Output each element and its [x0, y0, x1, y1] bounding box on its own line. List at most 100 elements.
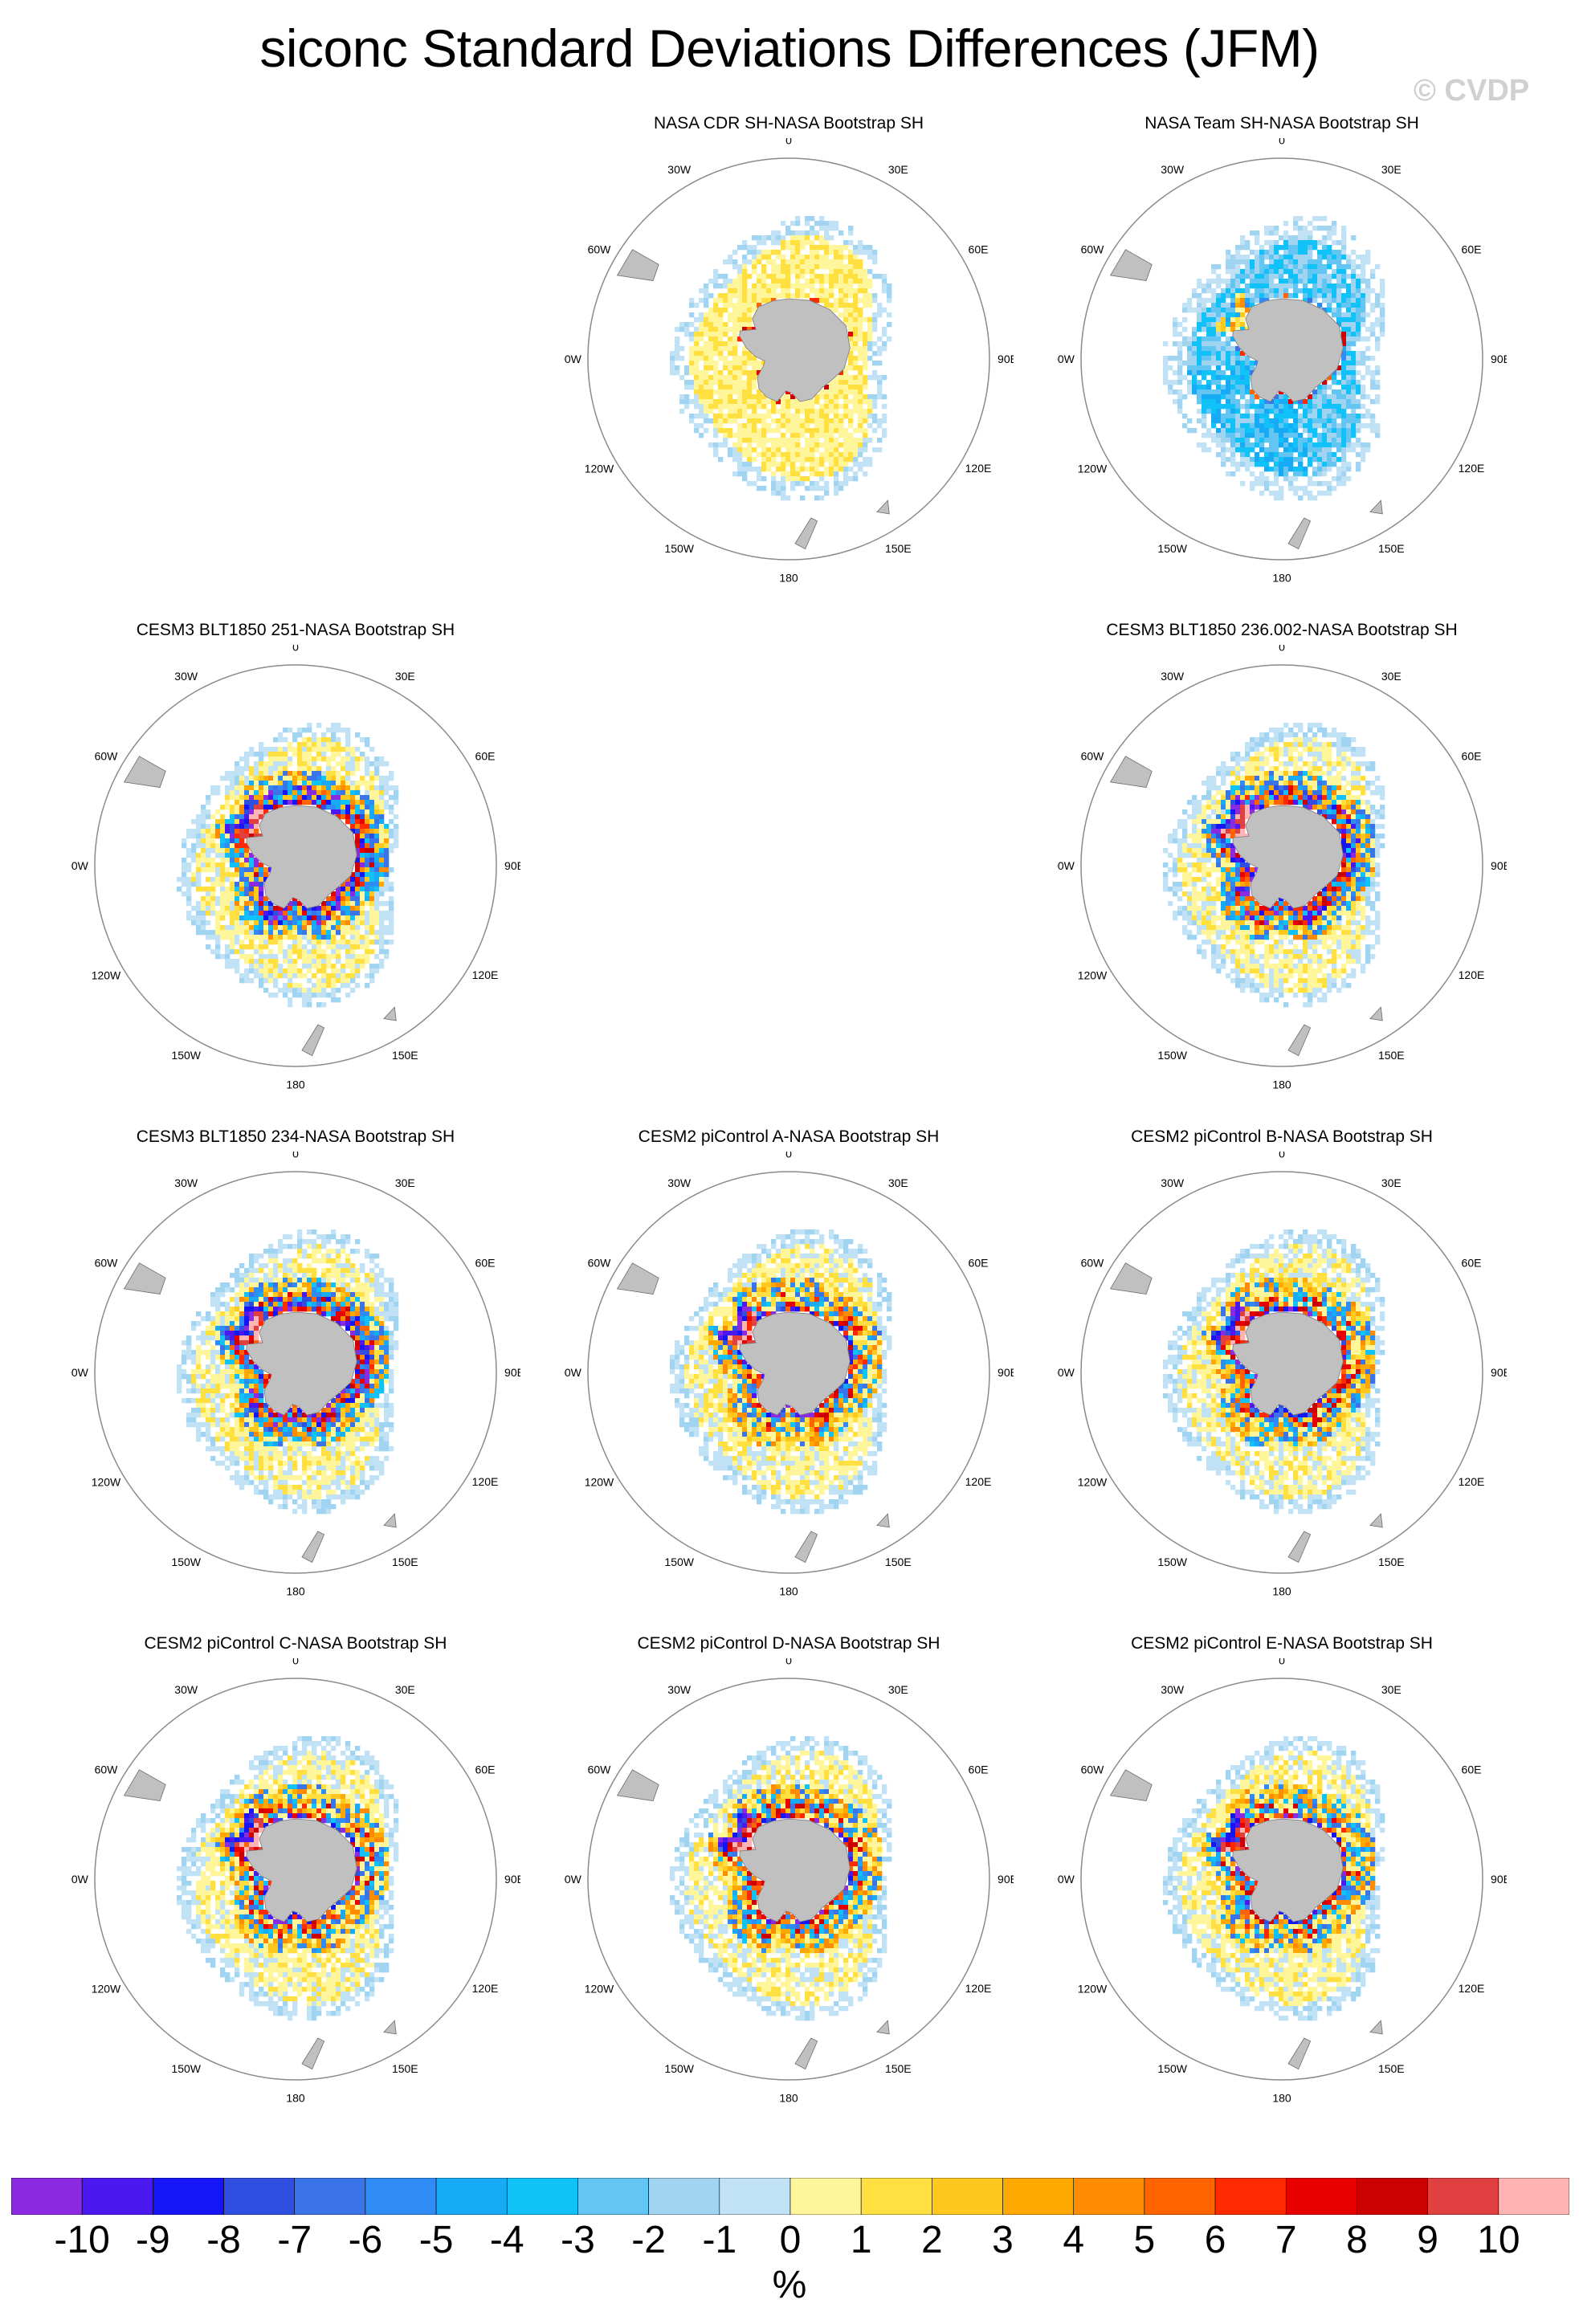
antarctica-landmass [246, 1311, 357, 1416]
panel-title: CESM2 piControl E-NASA Bootstrap SH [1131, 1634, 1433, 1653]
longitude-label: 150W [1157, 542, 1187, 555]
longitude-label: 30W [1161, 163, 1185, 176]
colorbar-tick-label: 5 [1133, 2219, 1156, 2261]
longitude-label: 90W [71, 1873, 89, 1886]
longitude-label: 30W [667, 163, 692, 176]
south-america-landmass [1109, 1769, 1153, 1801]
longitude-label: 60E [969, 1257, 989, 1270]
panel-team: NASA Team SH-NASA Bootstrap SH 0 30E 60E 90E… [1057, 114, 1507, 596]
map-boundary [94, 1171, 497, 1574]
longitude-label: 180 [1272, 572, 1291, 585]
longitude-label: 30E [888, 1683, 908, 1696]
longitude-label: 180 [1272, 1585, 1291, 1598]
colorbar-box [719, 2178, 791, 2215]
polar-map: 0 30E 60E 90E 120E 150E 180 150W 120W 90W 60W 30W [564, 1658, 1014, 2105]
longitude-label: 90E [504, 1366, 520, 1379]
antarctica-landmass [1232, 1311, 1344, 1416]
longitude-label: 180 [1272, 2092, 1291, 2105]
longitude-label: 150W [1157, 1049, 1187, 1062]
map-boundary [94, 664, 497, 1067]
sea-ice-field [1163, 216, 1385, 501]
colorbar-box [1144, 2178, 1216, 2215]
longitude-label: 90E [1491, 859, 1507, 872]
panel-picD: CESM2 piControl D-NASA Bootstrap SH 0 30E 6… [564, 1634, 1014, 2116]
tasmania-landmass [1369, 2020, 1383, 2035]
colorbar-box [1002, 2178, 1075, 2215]
longitude-label: 150E [392, 1049, 418, 1062]
colorbar-tick-label: 9 [1417, 2219, 1438, 2261]
panel-title: CESM2 piControl D-NASA Bootstrap SH [637, 1634, 940, 1653]
antarctica-landmass [1232, 805, 1344, 909]
longitude-label: 30W [1161, 1176, 1185, 1189]
colorbar-unit: % [772, 2264, 807, 2306]
longitude-label: 120W [585, 1475, 614, 1488]
longitude-label: 0 [1279, 1658, 1285, 1667]
colorbar [11, 2178, 1569, 2215]
sea-ice-field [1163, 723, 1385, 1008]
longitude-label: 150E [392, 1555, 418, 1568]
colorbar-box [1498, 2178, 1569, 2215]
colorbar-box [1214, 2178, 1287, 2215]
longitude-label: 90W [564, 1366, 582, 1379]
south-america-landmass [1109, 249, 1153, 281]
panel-title: CESM3 BLT1850 236.002-NASA Bootstrap SH [1106, 621, 1458, 639]
colorbar-tick-label: 1 [850, 2219, 872, 2261]
longitude-label: 0 [292, 1658, 299, 1667]
longitude-label: 30E [1381, 1176, 1402, 1189]
longitude-label: 120W [585, 1982, 614, 1995]
longitude-label: 60W [95, 1257, 119, 1270]
longitude-label: 180 [286, 1585, 305, 1598]
map-boundary [1080, 157, 1483, 561]
longitude-label: 120E [472, 1982, 499, 1995]
map-boundary [94, 1678, 497, 2081]
south-america-landmass [123, 756, 166, 788]
tasmania-landmass [1369, 499, 1383, 515]
longitude-label: 60W [1081, 1763, 1105, 1776]
longitude-label: 90W [1057, 1873, 1075, 1886]
south-america-landmass [1109, 756, 1153, 788]
longitude-label: 60W [588, 1763, 612, 1776]
sea-ice-field [670, 1229, 892, 1515]
longitude-label: 60W [1081, 750, 1105, 763]
longitude-label: 120W [1078, 1982, 1108, 1995]
south-america-landmass [616, 1262, 659, 1295]
longitude-label: 0 [1279, 138, 1285, 147]
panel-title: CESM3 BLT1850 251-NASA Bootstrap SH [136, 621, 455, 639]
colorbar-tick-label: 7 [1275, 2219, 1297, 2261]
longitude-label: 90W [1057, 859, 1075, 872]
panel-picC: CESM2 piControl C-NASA Bootstrap SH 0 30E 6… [71, 1634, 520, 2116]
polar-map: 0 30E 60E 90E 120E 150E 180 150W 120W 90W 60W 30W [1057, 138, 1507, 585]
panel-title: CESM2 piControl B-NASA Bootstrap SH [1131, 1127, 1433, 1146]
longitude-label: 120W [92, 1982, 121, 1995]
longitude-label: 90E [1491, 1873, 1507, 1886]
longitude-label: 180 [779, 2092, 798, 2105]
longitude-label: 90W [71, 1366, 89, 1379]
panel-blt234: CESM3 BLT1850 234-NASA Bootstrap SH 0 30E 6… [71, 1127, 520, 1609]
longitude-label: 180 [779, 572, 798, 585]
panel-blt236: CESM3 BLT1850 236.002-NASA Bootstrap SH 0… [1057, 621, 1507, 1103]
longitude-label: 30E [888, 1176, 908, 1189]
sea-ice-field [1163, 1736, 1385, 2021]
colorbar-box [860, 2178, 932, 2215]
longitude-label: 0 [1279, 645, 1285, 654]
colorbar-tick-label: -9 [136, 2219, 170, 2261]
antarctica-landmass [246, 1818, 357, 1922]
colorbar-tick-label: -2 [631, 2219, 666, 2261]
south-america-landmass [616, 249, 659, 281]
longitude-label: 90W [564, 1873, 582, 1886]
longitude-label: 150W [664, 542, 694, 555]
panel-picE: CESM2 piControl E-NASA Bootstrap SH 0 30E 6… [1057, 1634, 1507, 2116]
longitude-label: 150E [392, 2062, 418, 2075]
colorbar-tick-label: -1 [702, 2219, 737, 2261]
polar-map: 0 30E 60E 90E 120E 150E 180 150W 120W 90W 60W 30W [1057, 1658, 1507, 2105]
longitude-label: 30W [1161, 670, 1185, 683]
longitude-label: 120W [92, 1475, 121, 1488]
longitude-label: 150E [885, 2062, 912, 2075]
longitude-label: 30W [174, 1683, 198, 1696]
colorbar-box [435, 2178, 508, 2215]
new-zealand-landmass [794, 517, 818, 550]
new-zealand-landmass [794, 2037, 818, 2070]
colorbar-box [1427, 2178, 1499, 2215]
antarctica-landmass [246, 805, 357, 909]
longitude-label: 60W [588, 1257, 612, 1270]
